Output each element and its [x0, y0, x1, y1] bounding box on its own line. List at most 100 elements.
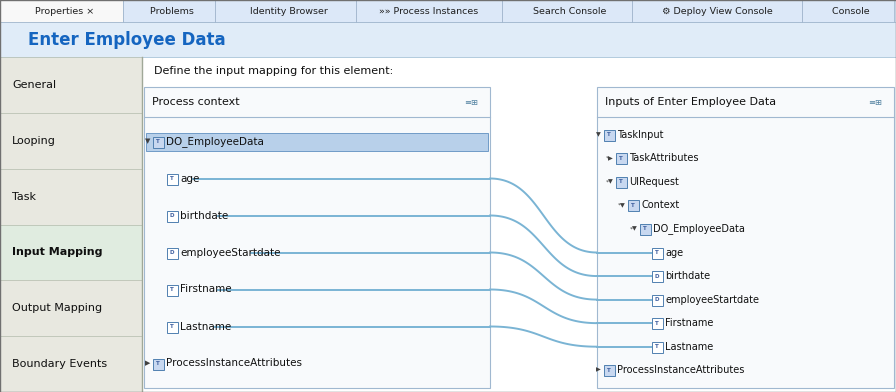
Text: Identity Browser: Identity Browser	[244, 7, 327, 16]
Bar	[597, 87, 894, 388]
Bar	[652, 271, 663, 282]
Text: ≡⊞: ≡⊞	[868, 98, 882, 107]
Text: T: T	[619, 156, 623, 161]
Bar	[0, 22, 896, 57]
Text: T: T	[643, 227, 647, 231]
Text: TaskAttributes: TaskAttributes	[629, 153, 699, 163]
Text: *: *	[606, 156, 608, 161]
Text: age: age	[180, 174, 200, 183]
Bar	[802, 0, 894, 22]
Text: Context: Context	[641, 200, 679, 211]
Bar	[0, 336, 142, 392]
Text: T: T	[631, 203, 635, 208]
Text: ≡⊞: ≡⊞	[464, 98, 478, 107]
Text: T: T	[655, 344, 659, 349]
Text: Inputs of Enter Employee Data: Inputs of Enter Employee Data	[605, 97, 776, 107]
Bar	[153, 136, 164, 147]
Bar	[604, 130, 615, 141]
Text: Output Mapping: Output Mapping	[12, 303, 102, 313]
Bar	[0, 57, 896, 392]
Text: ⚙ Deploy View Console: ⚙ Deploy View Console	[661, 7, 772, 16]
Text: D: D	[655, 274, 659, 279]
Bar	[0, 0, 123, 22]
Text: Task: Task	[12, 192, 36, 201]
Text: employeeStartdate: employeeStartdate	[180, 247, 280, 258]
Bar	[616, 153, 627, 164]
Bar	[123, 0, 215, 22]
Text: ▼: ▼	[633, 227, 637, 231]
Bar	[652, 318, 663, 329]
Text: *: *	[629, 227, 633, 231]
Text: ▶: ▶	[144, 361, 150, 367]
Text: Properties ×: Properties ×	[29, 7, 94, 16]
Text: D: D	[655, 297, 659, 302]
Text: T: T	[170, 287, 174, 292]
Bar	[652, 295, 663, 306]
Bar	[356, 0, 502, 22]
Text: T: T	[170, 324, 174, 329]
Text: ProcessInstanceAttributes: ProcessInstanceAttributes	[166, 359, 302, 368]
Text: ProcessInstanceAttributes: ProcessInstanceAttributes	[617, 365, 745, 375]
Text: D: D	[169, 213, 174, 218]
Text: General: General	[12, 80, 56, 90]
Text: DO_EmployeeData: DO_EmployeeData	[653, 223, 745, 234]
Text: birthdate: birthdate	[180, 211, 228, 221]
Text: birthdate: birthdate	[665, 271, 711, 281]
Text: T: T	[655, 250, 659, 255]
Text: T: T	[156, 361, 159, 366]
Text: ▼: ▼	[608, 180, 613, 184]
Text: TaskInput: TaskInput	[617, 130, 664, 140]
Text: T: T	[607, 368, 611, 373]
Bar	[167, 247, 178, 258]
Bar	[0, 57, 142, 113]
Bar	[167, 285, 178, 296]
Text: UIRequest: UIRequest	[629, 177, 679, 187]
Text: Boundary Events: Boundary Events	[12, 359, 108, 369]
Text: Firstname: Firstname	[180, 285, 232, 294]
Bar	[652, 247, 663, 258]
Text: ▼: ▼	[596, 132, 601, 137]
Text: Search Console: Search Console	[528, 7, 607, 16]
Bar	[0, 225, 142, 280]
Bar	[0, 169, 142, 225]
Text: Enter Employee Data: Enter Employee Data	[28, 31, 226, 49]
Bar	[632, 0, 802, 22]
Text: D: D	[169, 250, 174, 255]
Text: T: T	[156, 139, 159, 144]
Text: Problems: Problems	[144, 7, 194, 16]
Text: Looping: Looping	[12, 136, 56, 146]
Text: Firstname: Firstname	[665, 318, 713, 328]
Text: Define the input mapping for this element:: Define the input mapping for this elemen…	[154, 66, 393, 76]
Text: age: age	[665, 247, 683, 258]
Text: Process context: Process context	[152, 97, 239, 107]
Bar	[502, 0, 632, 22]
Text: *: *	[606, 180, 608, 184]
Text: »» Process Instances: »» Process Instances	[379, 7, 478, 16]
Bar	[153, 359, 164, 370]
Text: Lastname: Lastname	[665, 342, 713, 352]
Text: DO_EmployeeData: DO_EmployeeData	[166, 136, 264, 147]
Bar	[167, 321, 178, 332]
Bar	[215, 0, 356, 22]
Bar	[652, 342, 663, 353]
Bar	[604, 365, 615, 376]
Bar	[146, 132, 488, 151]
Bar	[616, 177, 627, 188]
Text: ▶: ▶	[596, 368, 601, 373]
Bar	[628, 200, 639, 211]
Bar	[0, 280, 142, 336]
Text: ▶: ▶	[608, 156, 613, 161]
Bar	[167, 174, 178, 185]
Text: ▼: ▼	[620, 203, 625, 208]
Bar	[144, 87, 490, 388]
Text: T: T	[170, 176, 174, 181]
Bar	[0, 113, 142, 169]
Text: Lastname: Lastname	[180, 321, 231, 332]
Text: *: *	[617, 203, 621, 208]
Text: T: T	[619, 180, 623, 184]
Text: Input Mapping: Input Mapping	[12, 247, 102, 258]
Text: T: T	[607, 132, 611, 137]
Bar	[0, 0, 896, 22]
Bar	[167, 211, 178, 221]
Bar	[640, 224, 651, 235]
